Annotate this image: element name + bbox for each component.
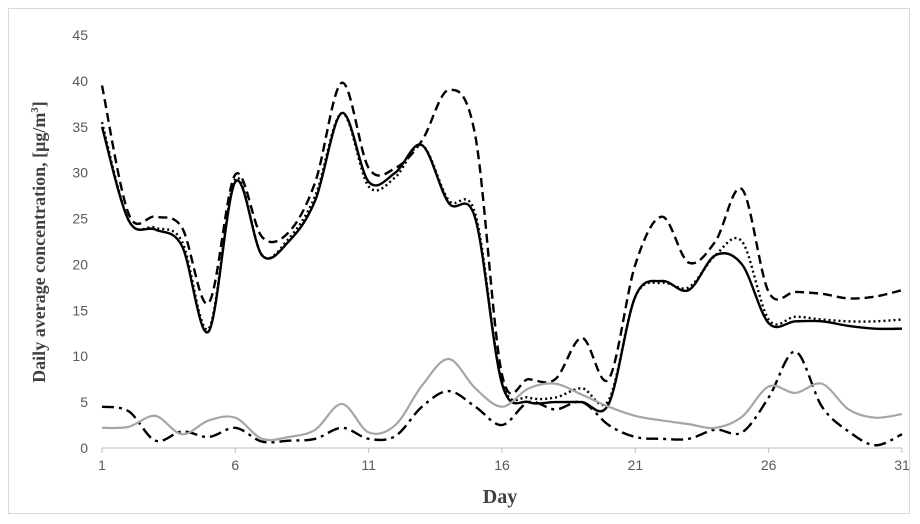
- series-line-4-dash-dot: [101, 350, 903, 447]
- y-axis-title-main: Daily average concentration, [μg/m: [29, 113, 49, 383]
- x-tick-label: 11: [361, 457, 376, 473]
- y-axis-title-superscript: 3: [29, 107, 41, 113]
- x-tick-label: 16: [494, 457, 510, 473]
- y-tick-label: 5: [80, 394, 88, 410]
- series-layer: [100, 81, 903, 447]
- x-tick-label: 26: [761, 457, 777, 473]
- y-tick-label: 0: [80, 440, 88, 456]
- y-tick-label: 10: [72, 348, 88, 364]
- y-tick-label: 30: [72, 165, 88, 181]
- y-tick-label: 20: [72, 256, 88, 272]
- axes: [101, 447, 903, 453]
- x-tick-label: 6: [231, 457, 239, 473]
- series-line-1-dashed: [100, 81, 903, 395]
- y-tick-label: 45: [72, 27, 88, 43]
- series-line-3-solid: [100, 111, 903, 413]
- x-axis-title: Day: [483, 486, 517, 508]
- series-line-5-solid: [101, 357, 903, 442]
- y-tick-label: 35: [72, 119, 88, 135]
- y-axis-title-end: ]: [29, 101, 49, 107]
- x-tick-label: 31: [894, 457, 910, 473]
- x-tick-label: 1: [98, 457, 106, 473]
- y-tick-label: 15: [72, 302, 88, 318]
- y-tick-label: 25: [72, 211, 88, 227]
- y-tick-label: 40: [72, 73, 88, 89]
- y-axis-title: Daily average concentration, [μg/m3]: [29, 101, 49, 383]
- x-tick-label: 21: [628, 457, 644, 473]
